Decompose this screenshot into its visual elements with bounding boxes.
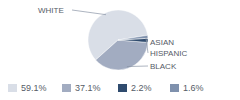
legend-swatch	[62, 84, 71, 92]
slice-label: HISPANIC	[150, 49, 187, 58]
legend-label: 37.1%	[75, 83, 101, 93]
slice-label: ASIAN	[150, 38, 174, 47]
legend-label: 59.1%	[21, 83, 47, 93]
legend-swatch	[118, 84, 127, 92]
legend: 59.1% 37.1% 2.2% 1.6%	[8, 83, 204, 93]
legend-swatch	[170, 84, 179, 92]
legend-label: 2.2%	[131, 83, 152, 93]
leader-line	[72, 10, 106, 15]
legend-label: 1.6%	[183, 83, 204, 93]
leader-line	[127, 66, 148, 68]
slice-label: WHITE	[38, 6, 64, 15]
slice	[96, 40, 148, 70]
leader-line	[146, 37, 148, 53]
legend-swatch	[8, 84, 17, 92]
slice	[118, 35, 148, 40]
pie	[88, 10, 148, 70]
slice-label: BLACK	[150, 62, 177, 71]
chart: WHITE BLACK ASIAN HISPANIC 59.1% 37.1% 2.2% 1.6…	[0, 0, 240, 100]
